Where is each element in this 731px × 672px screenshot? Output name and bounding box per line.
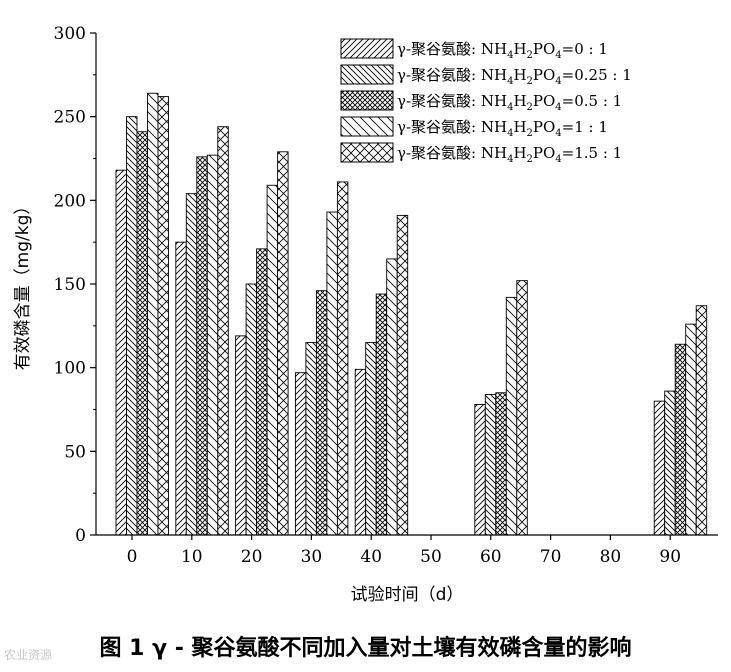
legend-label: γ-聚谷氨酸: NH4H2PO4=1.5 : 1 [397,144,622,165]
x-tick-label: 50 [420,547,442,567]
x-tick-label: 30 [301,547,323,567]
legend: γ-聚谷氨酸: NH4H2PO4=0 : 1 γ-聚谷氨酸: NH4H2PO4=0… [340,38,632,165]
bar [305,342,317,536]
bar [147,92,159,536]
bar [484,393,497,536]
bar [326,211,338,536]
x-tick-label: 90 [659,547,681,567]
legend-label: γ-聚谷氨酸: NH4H2PO4=0.25 : 1 [397,66,632,87]
bar [266,184,279,536]
bar [365,342,377,536]
x-tick-label: 60 [480,547,502,567]
bar [495,392,507,536]
bar [653,400,666,536]
bar [115,169,127,536]
bar [175,241,187,536]
bar [315,290,328,536]
bar [206,154,219,536]
y-tick-label: 300 [54,24,86,44]
bar [235,335,247,536]
figure-caption: 图 1 γ - 聚谷氨酸不同加入量对土壤有效磷含量的影响 [99,636,632,661]
x-tick-label: 70 [540,547,562,567]
x-axis-title: 试验时间（d） [351,585,464,605]
bar [185,193,198,536]
legend-label: γ-聚谷氨酸: NH4H2PO4=1 : 1 [397,118,608,139]
y-tick-label: 0 [75,526,86,546]
legend-item: γ-聚谷氨酸: NH4H2PO4=0 : 1 [340,38,608,61]
x-ticks: 0 10 20 30 40 50 60 70 80 90 [127,535,681,567]
bar [386,258,398,536]
legend-label: γ-聚谷氨酸: NH4H2PO4=0.5 : 1 [397,92,622,113]
y-tick-label: 100 [54,359,86,379]
bar [354,368,367,536]
legend-item: γ-聚谷氨酸: NH4H2PO4=0.5 : 1 [340,90,622,113]
bar [674,343,687,536]
y-tick-label: 50 [64,442,86,462]
legend-swatch [340,142,394,163]
legend-label: γ-聚谷氨酸: NH4H2PO4=0 : 1 [397,40,608,61]
legend-swatch [340,116,394,137]
watermark: 农业资源 [4,648,53,662]
bar [396,214,409,536]
x-tick-label: 20 [241,547,263,567]
bar [126,116,138,536]
bar [375,293,388,536]
bar [336,181,349,536]
legend-swatch [340,38,394,59]
bar [294,372,307,536]
y-tick-label: 150 [54,275,86,295]
x-tick-label: 40 [360,547,382,567]
bar [256,248,268,536]
bar [277,151,289,536]
y-tick-label: 250 [54,108,86,128]
y-axis-title: 有效磷含量（mg/kg） [13,198,33,371]
bar [505,296,518,536]
bar [245,283,258,536]
legend-item: γ-聚谷氨酸: NH4H2PO4=1 : 1 [340,116,608,139]
y-tick-label: 200 [54,191,86,211]
legend-item: γ-聚谷氨酸: NH4H2PO4=1.5 : 1 [340,142,622,165]
bar [685,323,697,536]
bar [695,305,708,536]
x-tick-label: 80 [600,547,622,567]
bar [217,126,229,536]
bar [664,390,676,536]
bar [157,96,169,536]
legend-swatch [340,90,394,111]
bar [474,404,486,536]
bar [196,156,208,536]
x-tick-label: 0 [127,547,138,567]
legend-swatch [340,64,394,85]
legend-item: γ-聚谷氨酸: NH4H2PO4=0.25 : 1 [340,64,632,87]
bar [136,131,148,536]
x-tick-label: 10 [181,547,203,567]
y-ticks: 0 50 100 150 200 250 300 [54,24,96,546]
bar [516,280,528,536]
bars-layer [115,92,708,536]
